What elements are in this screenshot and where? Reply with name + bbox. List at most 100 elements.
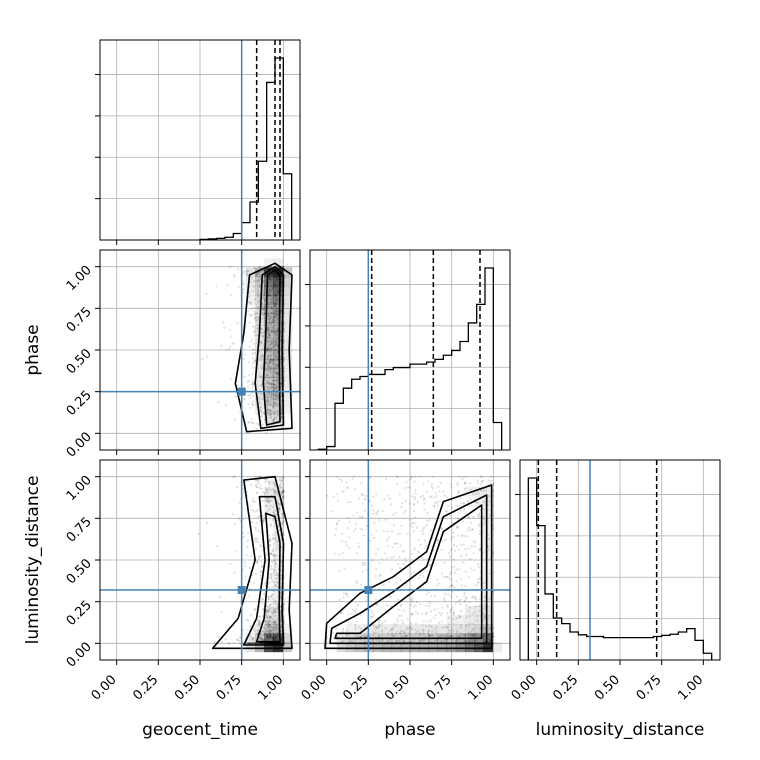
sample-point [272, 581, 276, 584]
sample-point [342, 592, 345, 595]
sample-point [409, 604, 413, 607]
density-cell [273, 560, 283, 570]
density-cell [446, 624, 457, 634]
sample-point [261, 295, 265, 298]
density-cell [483, 532, 493, 543]
sample-point [377, 630, 380, 633]
sample-point [462, 502, 465, 505]
sample-point [255, 279, 258, 282]
sample-point [253, 359, 256, 362]
contour-level [329, 494, 488, 645]
sample-point [237, 639, 241, 642]
sample-point [245, 642, 249, 645]
sample-point [479, 515, 482, 519]
density-cell [474, 642, 484, 653]
sample-point [377, 625, 380, 628]
sample-point [413, 503, 416, 506]
sample-point [273, 358, 276, 362]
sample-point [268, 629, 271, 632]
sample-point [443, 639, 446, 643]
sample-point [266, 636, 269, 639]
sample-point [269, 625, 272, 628]
sample-point [351, 608, 354, 611]
sample-point [269, 552, 272, 555]
sample-point [378, 562, 381, 565]
sample-point [267, 636, 271, 639]
sample-point [411, 525, 414, 529]
sample-point [269, 573, 272, 576]
sample-point [270, 330, 273, 333]
density-cell [282, 359, 293, 369]
sample-point [260, 397, 264, 400]
density-cell [273, 514, 283, 524]
sample-point [236, 268, 240, 271]
sample-point [359, 614, 362, 617]
sample-point [248, 625, 252, 628]
sample-point [265, 361, 268, 364]
sample-point [256, 541, 259, 544]
sample-point [433, 608, 436, 612]
sample-point [449, 555, 452, 558]
sample-point [263, 493, 266, 496]
sample-point [271, 506, 275, 509]
sample-point [268, 500, 271, 503]
sample-point [262, 324, 266, 327]
sample-point [400, 603, 403, 607]
sample-point [474, 598, 477, 601]
sample-point [282, 265, 285, 268]
sample-point [361, 563, 364, 566]
y-tick-label: 0.50 [64, 556, 95, 587]
sample-point [276, 394, 279, 397]
sample-point [445, 612, 449, 615]
sample-point [273, 489, 276, 492]
sample-point [399, 579, 402, 582]
sample-point [220, 611, 223, 614]
sample-point [282, 485, 285, 488]
sample-point [349, 622, 352, 625]
sample-point [375, 638, 378, 642]
sample-point [447, 576, 451, 579]
sample-point [273, 611, 276, 614]
sample-point [275, 351, 278, 354]
sample-point [396, 640, 399, 643]
sample-point [276, 328, 279, 331]
sample-point [282, 498, 285, 501]
sample-point [469, 633, 472, 637]
sample-point [376, 603, 379, 606]
sample-point [275, 627, 278, 631]
sample-point [266, 408, 270, 411]
sample-point [282, 265, 285, 268]
sample-point [258, 398, 262, 401]
sample-point [444, 509, 448, 512]
sample-point [349, 640, 352, 643]
sample-point [238, 501, 241, 505]
sample-point [405, 584, 408, 587]
sample-point [450, 547, 454, 550]
sample-point [410, 613, 413, 616]
sample-point [372, 624, 375, 627]
sample-point [344, 540, 348, 544]
sample-point [372, 521, 375, 524]
sample-point [446, 605, 449, 608]
density-cell [483, 486, 493, 497]
sample-point [274, 297, 278, 300]
sample-point [408, 630, 411, 633]
sample-point [252, 342, 256, 345]
sample-point [450, 584, 453, 587]
sample-point [455, 545, 458, 548]
sample-point [401, 502, 404, 505]
sample-point [248, 594, 251, 597]
sample-point [249, 642, 253, 645]
sample-point [280, 416, 283, 419]
sample-point [269, 632, 272, 635]
sample-point [273, 303, 276, 306]
sample-point [263, 286, 267, 289]
sample-point [279, 347, 282, 350]
sample-point [256, 619, 259, 622]
sample-point [270, 575, 273, 578]
sample-point [387, 536, 390, 539]
sample-point [404, 557, 407, 560]
sample-point [380, 621, 383, 624]
sample-point [278, 508, 281, 511]
sample-point [275, 379, 278, 382]
